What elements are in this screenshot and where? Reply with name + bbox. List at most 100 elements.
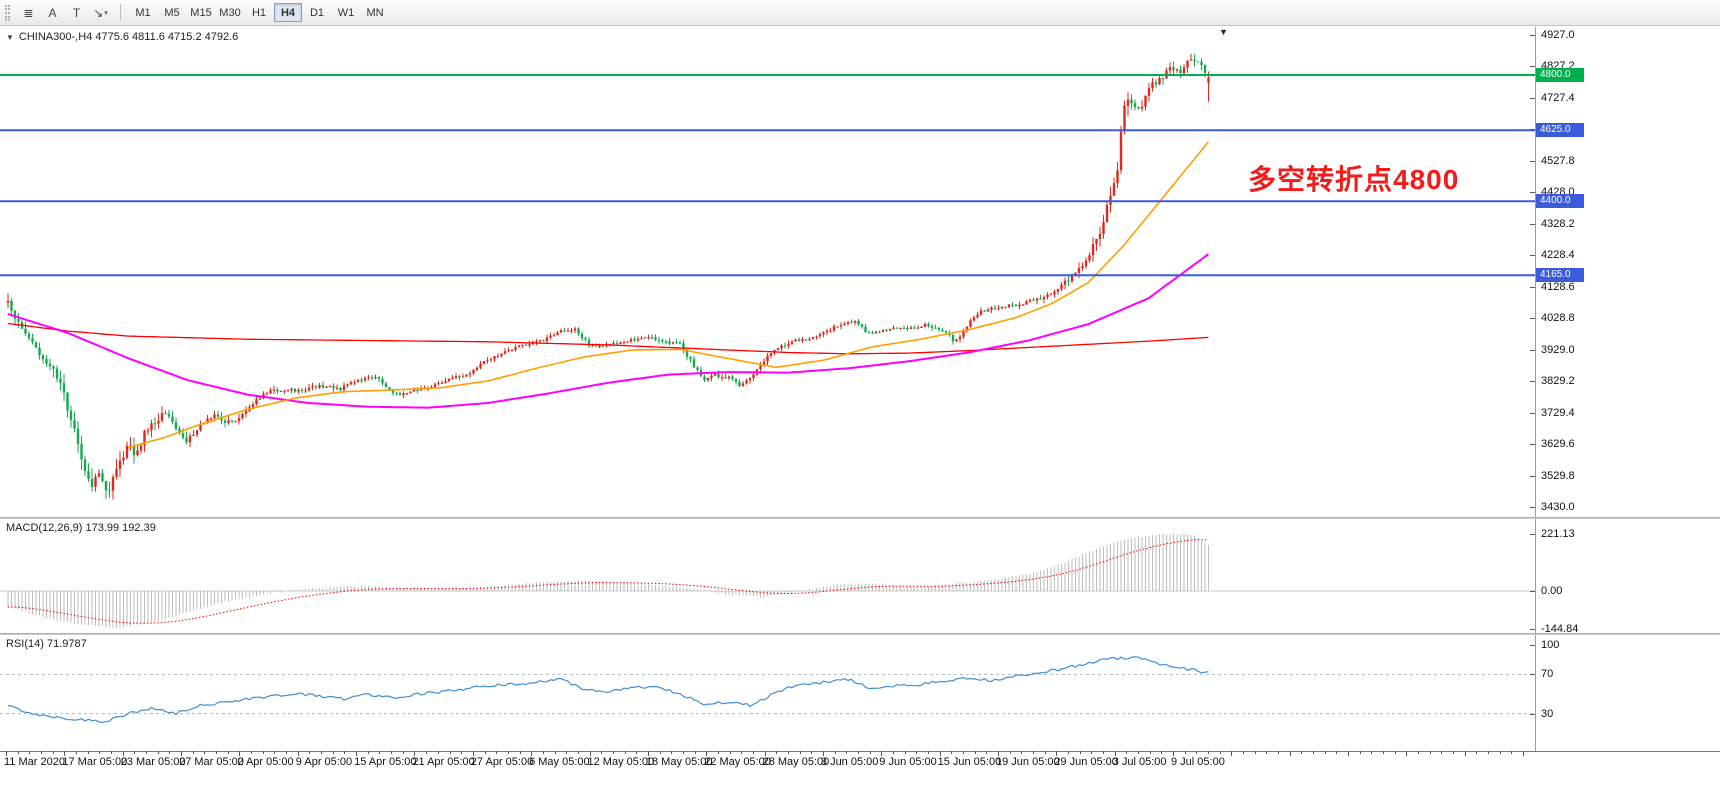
rsi-line — [7, 656, 1209, 724]
time-tick-mark — [157, 751, 159, 754]
time-tick-mark — [309, 751, 311, 754]
price-tick-mark — [1530, 349, 1535, 351]
time-tick-mark — [566, 751, 568, 754]
time-tick-mark — [1313, 751, 1314, 754]
timeframe-button-w1[interactable]: W1 — [332, 3, 360, 22]
macd-tick-label: -144.84 — [1541, 622, 1579, 635]
price-tick-label: 3729.4 — [1541, 406, 1575, 419]
time-tick-mark — [111, 751, 112, 754]
panel-divider-macd[interactable] — [0, 517, 1720, 519]
time-tick-mark — [344, 751, 346, 754]
macd-tick-label: 0.00 — [1541, 585, 1563, 597]
dropdown-caret-icon: ▾ — [104, 9, 108, 17]
time-tick-mark — [1523, 751, 1525, 756]
time-axis-label: 9 Apr 05:00 — [295, 756, 353, 768]
time-tick-mark — [1383, 751, 1385, 754]
text-annotation-tool-icon-glyph: A — [48, 5, 57, 20]
price-tick-label: 3430.0 — [1541, 501, 1575, 513]
time-axis-border — [0, 751, 1720, 752]
one-click-trading-arrow-icon[interactable]: ▼ — [6, 32, 14, 42]
chart-symbol-title: CHINA300-,H4 4775.6 4811.6 4715.2 4792.6 — [18, 31, 239, 43]
main-chart-canvas[interactable] — [0, 27, 1535, 517]
drawings-list-icon[interactable]: ≣ — [17, 3, 40, 23]
time-tick-mark — [1441, 751, 1443, 754]
time-tick-mark — [951, 751, 953, 754]
time-tick-mark — [251, 751, 253, 754]
arrow-tools-dropdown-icon-glyph: ↘ — [93, 5, 104, 20]
time-tick-mark — [1254, 751, 1256, 754]
time-tick-mark — [1301, 751, 1303, 754]
panel-divider-rsi[interactable] — [0, 633, 1720, 635]
time-tick-mark — [624, 751, 626, 754]
price-tick-label: 4328.2 — [1541, 217, 1575, 230]
time-axis[interactable] — [0, 752, 1720, 776]
timeframe-button-m1[interactable]: M1 — [129, 3, 157, 22]
time-tick-mark — [64, 751, 66, 756]
time-tick-mark — [1429, 751, 1431, 754]
timeframe-button-d1[interactable]: D1 — [303, 3, 331, 22]
timeframe-button-h4[interactable]: H4 — [274, 3, 302, 22]
price-tick-mark — [1530, 160, 1535, 162]
time-axis-label: 2 Apr 05:00 — [237, 756, 294, 768]
price-tick-mark — [1530, 192, 1535, 194]
time-axis-label: 28 May 05:00 — [762, 756, 830, 768]
macd-tick-label: 221.13 — [1541, 527, 1575, 540]
time-axis-label: 22 May 05:00 — [704, 756, 771, 768]
timeframe-button-mn[interactable]: MN — [361, 3, 389, 22]
timeframe-button-m30[interactable]: M30 — [216, 3, 244, 22]
timeframe-button-h1[interactable]: H1 — [245, 3, 273, 22]
arrow-tools-dropdown-icon[interactable]: ↘ ▾ — [89, 3, 112, 23]
time-tick-mark — [1149, 751, 1151, 754]
price-tick-label: 3629.6 — [1541, 438, 1575, 451]
text-label-tool-icon[interactable]: T — [65, 3, 88, 23]
macd-tick-mark — [1530, 628, 1535, 630]
time-tick-mark — [1371, 751, 1373, 754]
time-tick-mark — [496, 751, 498, 754]
time-tick-mark — [379, 751, 381, 754]
time-tick-mark — [811, 751, 813, 754]
time-tick-mark — [1336, 751, 1338, 754]
time-tick-mark — [437, 751, 439, 754]
rsi-indicator-label: RSI(14) 71.9787 — [6, 638, 87, 650]
time-axis-label: 9 Jul 05:00 — [1171, 756, 1225, 768]
text-annotation-tool-icon[interactable]: A — [41, 3, 64, 23]
time-tick-mark — [1359, 751, 1361, 754]
time-tick-mark — [1499, 751, 1501, 754]
time-tick-mark — [554, 751, 556, 754]
time-tick-mark — [1219, 751, 1221, 754]
macd-panel-canvas[interactable] — [0, 519, 1535, 633]
timeframe-button-m15[interactable]: M15 — [187, 3, 215, 22]
time-tick-mark — [122, 751, 124, 756]
time-tick-mark — [659, 751, 661, 754]
price-tick-label: 3529.8 — [1541, 469, 1575, 482]
price-tick-label: 3829.2 — [1541, 375, 1575, 388]
time-tick-mark — [729, 751, 731, 754]
time-tick-mark — [787, 751, 789, 754]
time-tick-mark — [1266, 751, 1268, 754]
ma-red-line — [7, 322, 1209, 355]
time-tick-mark — [41, 751, 42, 754]
timeframe-button-m5[interactable]: M5 — [158, 3, 186, 22]
price-tick-label: 4028.8 — [1541, 312, 1575, 325]
time-tick-mark — [776, 751, 778, 754]
time-tick-mark — [239, 751, 241, 756]
time-tick-mark — [1079, 751, 1081, 754]
time-tick-mark — [216, 751, 218, 754]
toolbar-separator — [120, 4, 121, 21]
price-tick-mark — [1530, 97, 1535, 99]
time-tick-mark — [542, 751, 544, 754]
time-tick-mark — [1138, 751, 1139, 754]
price-axis[interactable] — [1536, 27, 1720, 751]
price-tick-mark — [1530, 412, 1535, 414]
time-tick-mark — [99, 751, 101, 754]
macd-indicator-label: MACD(12,26,9) 173.99 192.39 — [6, 522, 156, 534]
time-tick-mark — [274, 751, 276, 754]
time-axis-label: 3 Jul 05:00 — [1112, 756, 1167, 768]
rsi-panel-canvas[interactable] — [0, 635, 1535, 751]
price-tick-label: 4228.4 — [1541, 249, 1575, 262]
time-tick-mark — [17, 751, 19, 754]
ma-orange-line — [127, 141, 1210, 449]
bear-candle-wicks — [11, 54, 1206, 499]
time-tick-mark — [391, 751, 393, 754]
toolbar-grip[interactable] — [5, 4, 10, 21]
